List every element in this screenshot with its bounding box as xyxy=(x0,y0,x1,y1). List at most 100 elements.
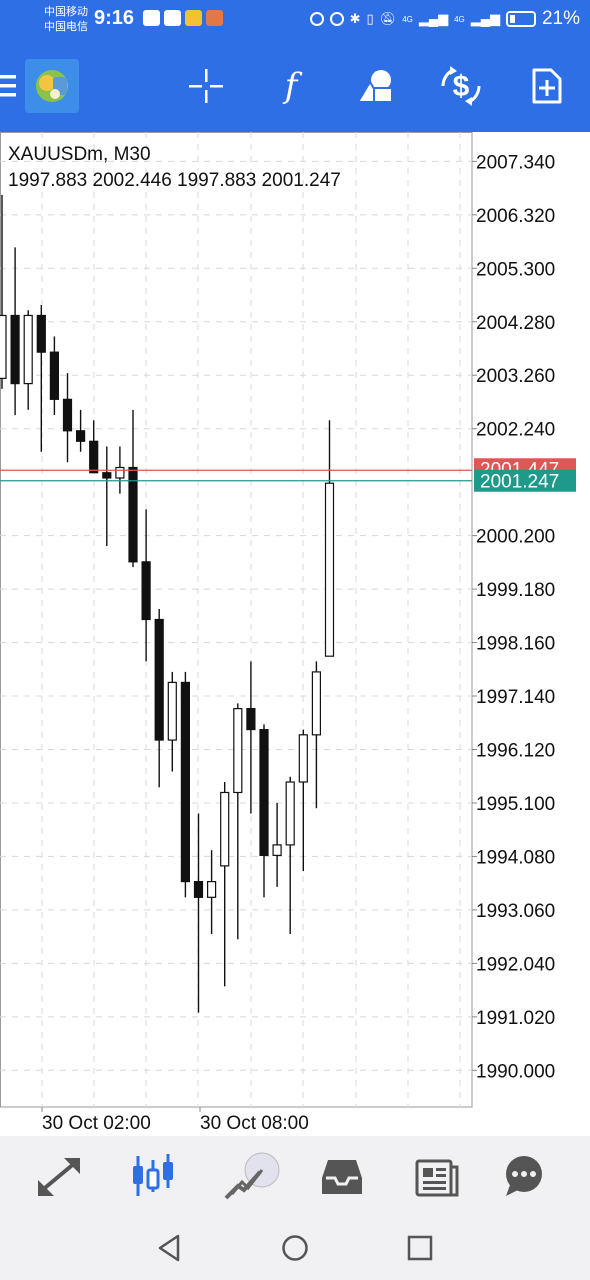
notification-icons xyxy=(143,10,223,26)
bear-candle xyxy=(102,472,112,479)
nav-messages[interactable] xyxy=(484,1136,564,1216)
svg-text:$: $ xyxy=(453,70,470,103)
price-label: 1996.120 xyxy=(476,741,555,762)
toolbar: f $ xyxy=(0,40,590,132)
signal-bars-icon-2: ▂▄▆ xyxy=(470,11,500,26)
system-status-icons: ✱ ▯ 🔕︎ 4G ▂▄▆ 4G ▂▄▆ 21% xyxy=(309,8,580,30)
crosshair-button[interactable] xyxy=(171,40,241,132)
price-label: 1999.180 xyxy=(476,580,555,601)
chart-icon xyxy=(133,1154,173,1196)
bull-candle xyxy=(311,671,321,736)
nav-history[interactable] xyxy=(302,1136,382,1216)
nav-chart[interactable] xyxy=(113,1136,193,1216)
crosshair-icon xyxy=(189,69,223,103)
svg-text:f: f xyxy=(282,66,303,106)
bull-candle xyxy=(115,466,125,479)
indicators-button[interactable]: f xyxy=(256,40,326,132)
alarm-icon xyxy=(329,12,344,26)
messages-icon xyxy=(506,1156,542,1196)
mail-icon xyxy=(185,10,202,26)
app-logo-button[interactable] xyxy=(24,40,80,132)
price-label: 1995.100 xyxy=(476,794,555,815)
recents-icon xyxy=(407,1235,433,1261)
price-label: 2006.320 xyxy=(476,206,555,227)
bluetooth-icon: ✱ xyxy=(349,11,361,26)
chart-canvas[interactable]: 2007.340 2006.320 2005.300 2004.280 2003.260… xyxy=(0,132,590,1136)
signal-icon-2: 4G xyxy=(454,14,465,24)
data-saver-icon xyxy=(309,12,324,26)
time-label: 30 Oct 02:00 xyxy=(42,1113,151,1134)
app-logo xyxy=(25,59,79,113)
price-label: 1993.060 xyxy=(476,901,555,922)
bull-candle xyxy=(0,314,7,379)
system-navigation-bar xyxy=(0,1216,590,1280)
bull-candle xyxy=(167,681,177,741)
nav-quotes[interactable] xyxy=(19,1136,99,1216)
bull-candle xyxy=(220,791,230,867)
menu-icon xyxy=(0,75,16,97)
carrier-1: 中国移动 xyxy=(44,6,88,18)
price-label: 1997.140 xyxy=(476,687,555,708)
menu-button[interactable] xyxy=(0,40,32,132)
plot-frame xyxy=(0,132,473,1108)
wechat-icon xyxy=(164,10,181,26)
bear-candle xyxy=(180,681,190,883)
nav-trade[interactable] xyxy=(214,1136,294,1216)
history-icon xyxy=(322,1160,362,1194)
carrier-names: 中国移动 中国电信 xyxy=(44,5,88,35)
recents-button[interactable] xyxy=(398,1226,442,1270)
news-icon xyxy=(415,1159,459,1197)
price-label: 1991.020 xyxy=(476,1008,555,1029)
status-bar: 中国移动 中国电信 9:16 ✱ ▯ 🔕︎ 4G ▂▄▆ 4G ▂▄▆ 21% xyxy=(0,0,590,40)
trade-nav-icon xyxy=(224,1152,280,1200)
bear-candle xyxy=(75,430,86,442)
bull-candle xyxy=(298,734,308,783)
price-label: 1994.080 xyxy=(476,847,555,868)
new-order-button[interactable] xyxy=(512,40,582,132)
signal-bars-icon-1: ▂▄▆ xyxy=(418,11,449,26)
bottom-navigation xyxy=(0,1136,590,1216)
trade-button[interactable]: $ xyxy=(426,40,496,132)
objects-icon xyxy=(356,70,393,103)
ohlc-values: 1997.883 2002.446 1997.883 2001.247 xyxy=(8,170,341,191)
price-label: 2005.300 xyxy=(476,259,555,280)
app-notification-icon xyxy=(206,10,223,26)
bid-label-box xyxy=(474,469,576,492)
time-label: 30 Oct 08:00 xyxy=(200,1113,309,1134)
video-icon xyxy=(143,10,160,26)
battery-icon xyxy=(505,11,536,27)
symbol-title: XAUUSDm, M30 xyxy=(8,144,151,165)
bull-candle xyxy=(285,781,295,846)
bid-price-label: 2001.247 xyxy=(480,472,559,493)
price-label: 2000.200 xyxy=(476,527,555,548)
back-button[interactable] xyxy=(147,1226,191,1270)
bear-candle xyxy=(36,314,46,353)
home-icon xyxy=(282,1235,308,1261)
nav-news[interactable] xyxy=(397,1136,477,1216)
objects-button[interactable] xyxy=(341,40,411,132)
home-button[interactable] xyxy=(273,1226,317,1270)
bear-candle xyxy=(259,728,269,856)
bull-candle xyxy=(233,708,243,794)
bear-candle xyxy=(154,618,164,741)
price-label: 2007.340 xyxy=(476,152,555,173)
status-time: 9:16 xyxy=(94,7,135,29)
bear-candle xyxy=(141,561,151,621)
price-label: 2004.280 xyxy=(476,313,555,334)
price-label: 2002.240 xyxy=(476,420,555,441)
indicators-icon: f xyxy=(282,66,303,106)
bear-candle xyxy=(49,351,60,400)
price-label: 1990.000 xyxy=(476,1061,555,1082)
back-icon xyxy=(158,1234,180,1262)
price-chart[interactable]: 2007.340 2006.320 2005.300 2004.280 2003.260… xyxy=(0,132,590,1136)
price-label: 1998.160 xyxy=(476,634,555,655)
signal-icon-1: 4G xyxy=(402,14,413,24)
new-order-icon xyxy=(532,68,562,104)
trade-icon: $ xyxy=(441,66,481,106)
bear-candle xyxy=(246,708,256,731)
price-label: 1992.040 xyxy=(476,954,555,975)
bull-candle xyxy=(324,482,335,657)
bear-candle xyxy=(128,466,138,563)
vibrate-icon: ▯ xyxy=(366,11,374,26)
mute-icon: 🔕︎ xyxy=(379,11,397,26)
